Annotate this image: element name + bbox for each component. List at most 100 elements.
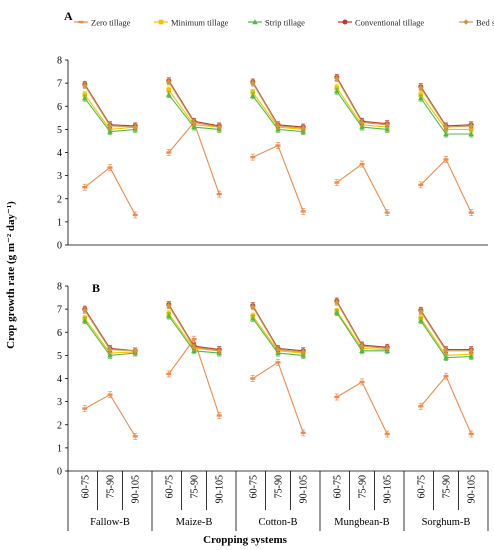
data-point <box>132 347 138 354</box>
data-point <box>334 395 340 399</box>
data-point <box>384 121 390 128</box>
data-point <box>384 126 390 132</box>
data-point <box>250 377 256 380</box>
data-point <box>418 95 424 101</box>
data-point <box>334 309 340 315</box>
panel-B: B 0 1 2 3 4 5 6 7 8 <box>57 281 488 478</box>
data-point <box>275 346 281 353</box>
series-line <box>252 361 304 433</box>
y-tick-label: 7 <box>57 79 62 90</box>
data-point <box>107 352 113 358</box>
legend-item: Bed sowing <box>459 18 494 28</box>
legend-marker <box>78 20 84 24</box>
data-point <box>334 88 340 94</box>
data-point <box>359 380 365 384</box>
data-point <box>132 124 138 130</box>
data-point <box>418 317 424 323</box>
series-line <box>84 308 136 352</box>
legend-label: Strip tillage <box>265 18 305 28</box>
legend-marker <box>158 19 164 25</box>
series-line <box>252 144 304 212</box>
series-bed-sowing <box>82 298 474 356</box>
data-point <box>468 131 474 137</box>
series-line <box>336 163 388 213</box>
data-point <box>359 347 365 353</box>
data-point <box>443 354 449 360</box>
data-point <box>418 92 424 97</box>
data-point <box>359 119 365 126</box>
y-tick-label: 2 <box>57 420 62 431</box>
y-tick-label: 2 <box>57 194 62 205</box>
data-point <box>468 211 474 214</box>
data-point <box>334 181 340 184</box>
series-line <box>84 166 136 216</box>
data-point <box>107 166 113 169</box>
y-tick-label: 5 <box>57 351 62 362</box>
data-point <box>82 95 88 101</box>
x-tick-label: 75-90 <box>442 475 453 498</box>
x-axis-title: Cropping systems <box>203 534 288 546</box>
data-point <box>82 185 88 189</box>
group-label: Fallow-B <box>90 517 130 528</box>
y-tick-label: 4 <box>57 374 62 385</box>
data-point <box>107 123 113 129</box>
data-point <box>107 128 113 134</box>
group-label: Sorghum-B <box>422 517 471 528</box>
data-point <box>191 337 197 341</box>
x-tick-label: 75-90 <box>274 475 285 498</box>
x-tick-label: 60-75 <box>164 475 175 498</box>
y-axis-title: Crop growth rate (g m⁻² day⁻¹) <box>5 201 17 349</box>
y-tick-label: 4 <box>57 148 62 159</box>
data-point <box>468 123 474 129</box>
x-tick-label: 90-105 <box>299 475 310 503</box>
panel-label: A <box>64 9 73 23</box>
data-point <box>107 346 113 353</box>
series-line <box>252 81 304 128</box>
x-tick-label: 90-105 <box>131 475 142 503</box>
x-tick-label: 90-105 <box>467 475 478 503</box>
data-point <box>82 307 88 314</box>
data-point <box>468 347 474 354</box>
data-point <box>384 432 390 436</box>
data-point <box>250 155 256 159</box>
data-point <box>418 405 424 408</box>
data-point <box>359 162 365 166</box>
y-tick-label: 3 <box>57 171 62 182</box>
data-point <box>191 344 197 351</box>
panel-label: B <box>92 281 100 295</box>
y-tick-label: 3 <box>57 397 62 408</box>
x-tick-label: 75-90 <box>358 475 369 498</box>
series-line <box>420 86 472 127</box>
legend-item: Strip tillage <box>248 18 305 28</box>
y-tick-label: 8 <box>57 56 62 67</box>
data-point <box>216 124 222 130</box>
series-conventional-tillage <box>82 73 474 131</box>
x-tick-label: 60-75 <box>332 475 343 498</box>
data-point <box>384 345 390 352</box>
data-point <box>418 308 424 315</box>
data-point <box>216 192 222 196</box>
data-point <box>166 151 172 154</box>
data-point <box>443 124 449 130</box>
data-point <box>334 299 340 305</box>
y-tick-label: 6 <box>57 102 62 113</box>
data-point <box>132 213 138 217</box>
y-tick-label: 7 <box>57 305 62 316</box>
data-point <box>166 302 172 309</box>
legend-label: Conventional tillage <box>355 18 424 28</box>
group-label: Maize-B <box>176 517 213 528</box>
series-line <box>84 85 136 128</box>
data-point <box>300 431 306 435</box>
data-point <box>300 125 306 132</box>
y-tick-label: 5 <box>57 125 62 136</box>
y-tick-label: 8 <box>57 282 62 293</box>
data-point <box>216 347 222 354</box>
legend-marker <box>463 19 469 25</box>
x-tick-label: 90-105 <box>383 475 394 503</box>
data-point <box>250 315 256 321</box>
legend-item: Minimum tillage <box>154 18 229 28</box>
data-point <box>418 84 424 91</box>
data-point <box>443 374 449 378</box>
series-line <box>84 393 136 437</box>
